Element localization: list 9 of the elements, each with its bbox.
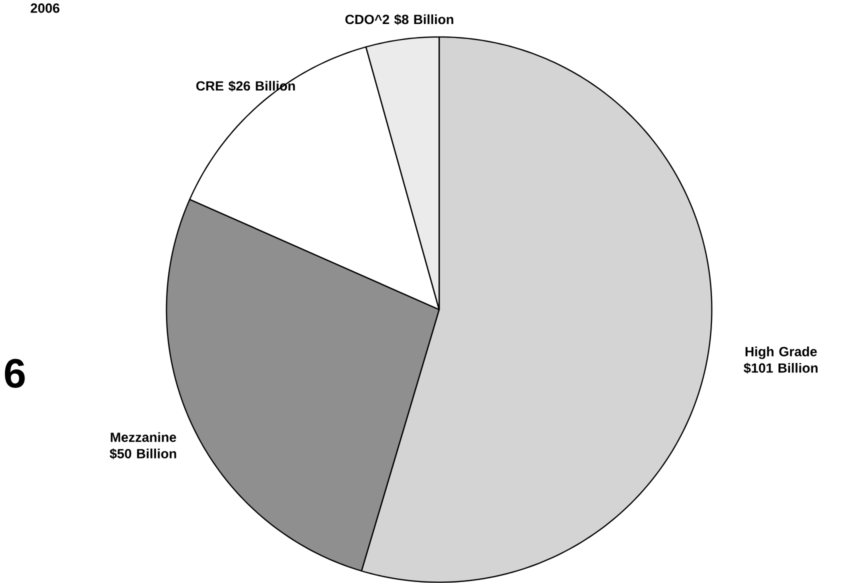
data-label: $50 Billion [110, 448, 176, 460]
slice-label: CDO^2 [345, 14, 390, 24]
data-label: $101 Billion [744, 362, 818, 374]
text: 6 [4, 358, 25, 388]
slice-label: Mezzanine [110, 432, 176, 442]
text: 2006 [30, 3, 60, 13]
data-label: $8 Billion [394, 14, 454, 26]
slice-label: High Grade [746, 346, 817, 360]
slice-label: CRE [196, 81, 224, 91]
